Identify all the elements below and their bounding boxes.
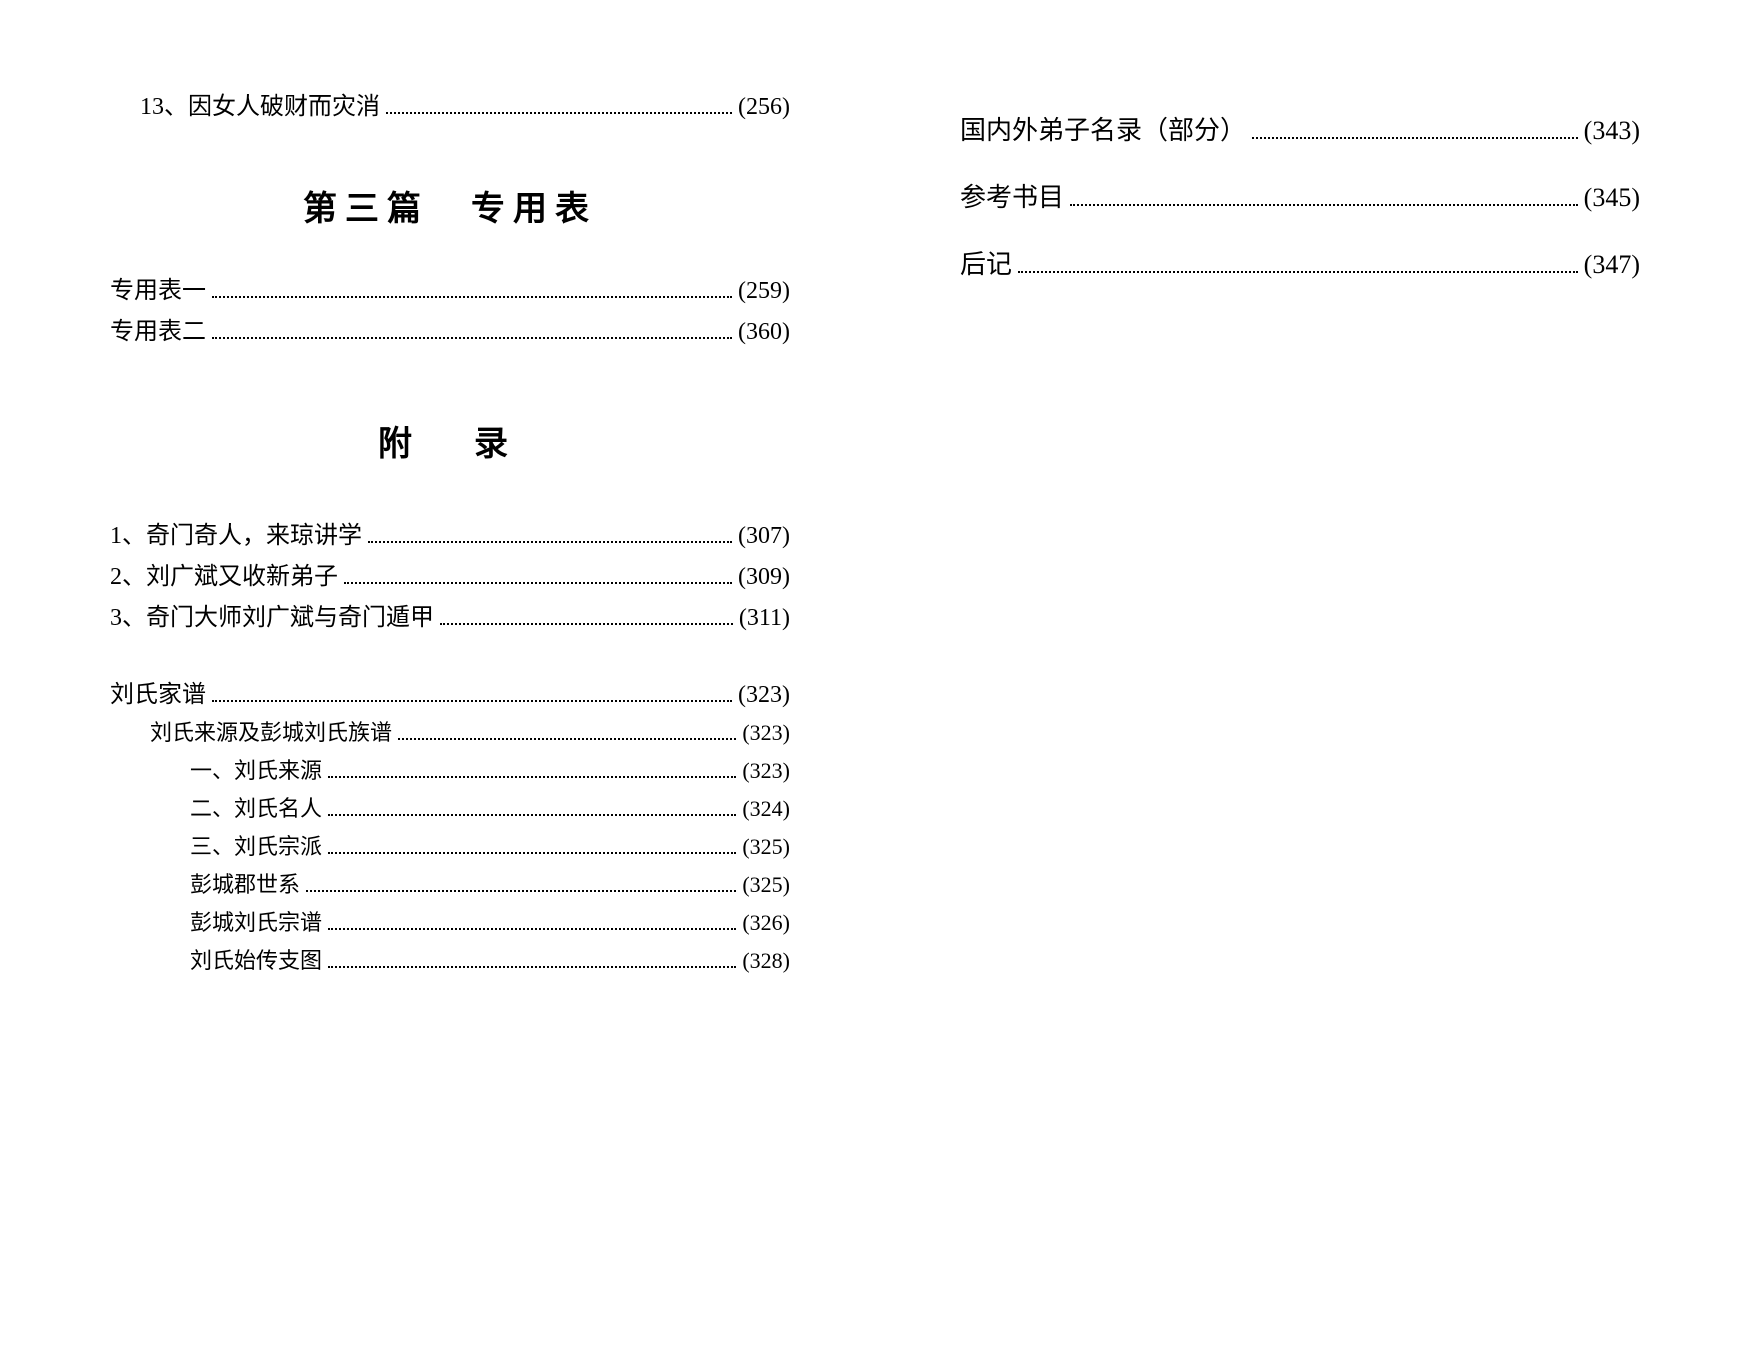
toc-entry: 3、奇门大师刘广斌与奇门遁甲 (311): [110, 597, 790, 632]
toc-entry: 刘氏来源及彭城刘氏族谱 (323): [110, 715, 790, 747]
leader-dots: [440, 609, 733, 625]
toc-entry: 专用表一 (259): [110, 270, 790, 305]
toc-page: (343): [1584, 116, 1640, 146]
toc-page: (323): [742, 720, 790, 746]
leader-dots: [328, 915, 736, 930]
toc-page: (307): [738, 523, 790, 550]
toc-label: 一、刘氏来源: [190, 753, 322, 785]
toc-entry: 13、因女人破财而灾消 (256): [110, 86, 790, 121]
toc-entry: 专用表二 (360): [110, 311, 790, 346]
toc-page: (323): [738, 682, 790, 709]
toc-entry: 彭城刘氏宗谱 (326): [110, 905, 790, 937]
leader-dots: [328, 839, 736, 854]
leader-dots: [328, 801, 736, 816]
leader-dots: [212, 686, 732, 702]
toc-entry: 后记 (347): [960, 244, 1640, 281]
toc-label: 3、奇门大师刘广斌与奇门遁甲: [110, 597, 434, 632]
toc-label: 后记: [960, 244, 1012, 281]
toc-label: 刘氏家谱: [110, 674, 206, 709]
toc-page: (309): [738, 564, 790, 591]
toc-page: (259): [738, 278, 790, 305]
toc-page: (323): [742, 758, 790, 784]
toc-label: 国内外弟子名录（部分）: [960, 110, 1246, 147]
leader-dots: [1070, 188, 1578, 206]
toc-entry: 刘氏家谱 (323): [110, 674, 790, 709]
toc-page: (311): [739, 605, 790, 632]
leader-dots: [328, 763, 736, 778]
toc-label: 2、刘广斌又收新弟子: [110, 556, 338, 591]
toc-entry: 三、刘氏宗派 (325): [110, 829, 790, 861]
toc-entry: 2、刘广斌又收新弟子 (309): [110, 556, 790, 591]
leader-dots: [344, 568, 732, 584]
leader-dots: [212, 323, 732, 339]
toc-page: (360): [738, 319, 790, 346]
toc-label: 专用表二: [110, 311, 206, 346]
appendix-heading: 附 录: [110, 416, 790, 465]
toc-label: 彭城郡世系: [190, 867, 300, 899]
leader-dots: [306, 877, 736, 892]
leader-dots: [1018, 255, 1578, 273]
toc-label: 三、刘氏宗派: [190, 829, 322, 861]
left-column: 13、因女人破财而灾消 (256) 第三篇 专用表 专用表一 (259) 专用表…: [0, 0, 880, 1360]
toc-label: 参考书目: [960, 177, 1064, 214]
toc-label: 1、奇门奇人，来琼讲学: [110, 515, 362, 550]
toc-entry: 彭城郡世系 (325): [110, 867, 790, 899]
right-column: 国内外弟子名录（部分） (343) 参考书目 (345) 后记 (347): [880, 0, 1760, 1360]
leader-dots: [368, 527, 732, 543]
toc-label: 二、刘氏名人: [190, 791, 322, 823]
page-spread: 13、因女人破财而灾消 (256) 第三篇 专用表 专用表一 (259) 专用表…: [0, 0, 1760, 1360]
toc-page: (325): [742, 872, 790, 898]
toc-entry: 刘氏始传支图 (328): [110, 943, 790, 975]
toc-entry: 二、刘氏名人 (324): [110, 791, 790, 823]
leader-dots: [1252, 121, 1578, 139]
toc-page: (256): [738, 94, 790, 121]
toc-label: 刘氏来源及彭城刘氏族谱: [150, 715, 392, 747]
toc-entry: 国内外弟子名录（部分） (343): [960, 110, 1640, 147]
toc-entry: 1、奇门奇人，来琼讲学 (307): [110, 515, 790, 550]
toc-page: (347): [1584, 250, 1640, 280]
toc-page: (326): [742, 910, 790, 936]
leader-dots: [212, 282, 732, 298]
toc-label: 专用表一: [110, 270, 206, 305]
toc-page: (324): [742, 796, 790, 822]
toc-entry: 一、刘氏来源 (323): [110, 753, 790, 785]
leader-dots: [328, 953, 736, 968]
section-heading: 第三篇 专用表: [110, 181, 790, 230]
toc-entry: 参考书目 (345): [960, 177, 1640, 214]
spacer: [110, 638, 790, 668]
leader-dots: [386, 98, 732, 114]
toc-label: 刘氏始传支图: [190, 943, 322, 975]
toc-label: 13、因女人破财而灾消: [140, 86, 380, 121]
toc-page: (328): [742, 948, 790, 974]
toc-label: 彭城刘氏宗谱: [190, 905, 322, 937]
leader-dots: [398, 725, 736, 740]
toc-page: (325): [742, 834, 790, 860]
toc-page: (345): [1584, 183, 1640, 213]
